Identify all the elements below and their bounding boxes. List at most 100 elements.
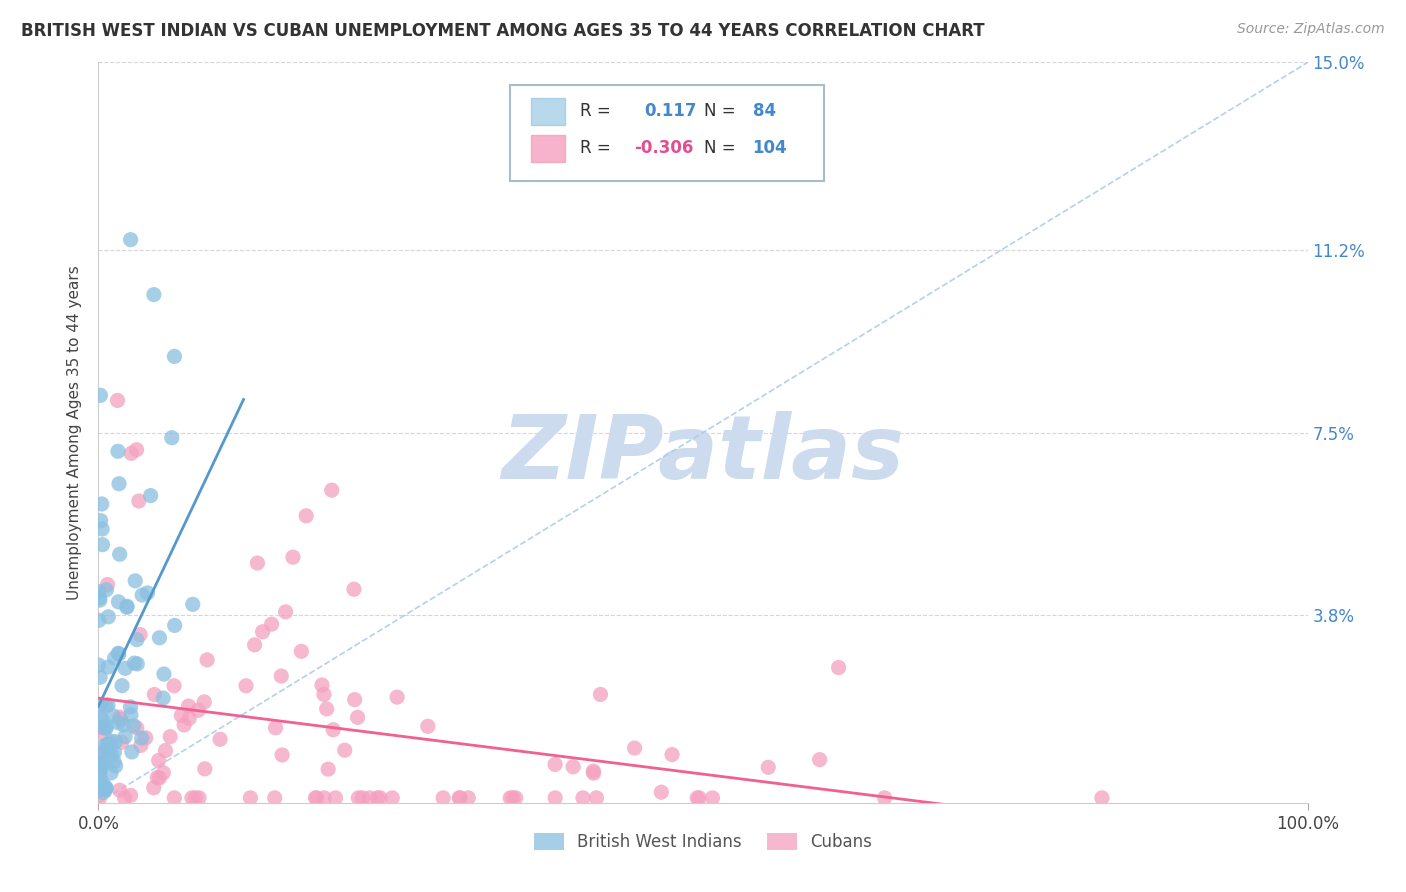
Point <box>112 718 135 732</box>
Bar <box>531 98 565 125</box>
Point <box>305 790 328 805</box>
Point <box>89 584 111 599</box>
Point <box>93 721 115 735</box>
Point <box>100 747 122 762</box>
Point <box>155 743 177 757</box>
Point <box>235 679 257 693</box>
Point <box>89 774 111 789</box>
Point <box>346 710 368 724</box>
Point <box>260 617 283 632</box>
Point <box>702 790 724 805</box>
Point <box>120 699 142 714</box>
Point <box>96 719 118 733</box>
Text: ZIPatlas: ZIPatlas <box>502 411 904 499</box>
Point <box>91 522 114 536</box>
Point <box>125 721 148 735</box>
Point <box>90 497 112 511</box>
Point <box>589 688 612 702</box>
Point <box>873 790 896 805</box>
Point <box>90 756 112 771</box>
Point <box>91 754 114 768</box>
Point <box>87 613 110 627</box>
Point <box>120 789 142 803</box>
Point <box>89 709 111 723</box>
Point <box>114 790 136 805</box>
Text: 0.117: 0.117 <box>644 102 696 120</box>
Point <box>94 698 117 713</box>
Point <box>90 514 112 528</box>
Point <box>311 678 333 692</box>
Point <box>321 483 343 498</box>
Point <box>184 790 207 805</box>
Point <box>131 731 153 745</box>
Point <box>505 790 527 805</box>
Point <box>139 489 162 503</box>
Point <box>91 747 114 762</box>
Point <box>115 599 138 614</box>
Point <box>148 631 170 645</box>
Point <box>582 766 605 780</box>
Point <box>107 444 129 458</box>
FancyBboxPatch shape <box>509 85 824 181</box>
Point <box>89 762 111 776</box>
Point <box>129 627 152 641</box>
Point <box>808 753 831 767</box>
Point <box>114 730 136 744</box>
Point <box>177 699 200 714</box>
Point <box>661 747 683 762</box>
Point <box>89 768 111 782</box>
Point <box>107 393 129 408</box>
Point <box>314 790 336 805</box>
Point <box>124 656 146 670</box>
Point <box>152 765 174 780</box>
Point <box>194 762 217 776</box>
Point <box>110 713 132 727</box>
Point <box>129 739 152 753</box>
Point <box>209 732 232 747</box>
Point <box>104 651 127 665</box>
Point <box>239 790 262 805</box>
Point <box>582 764 605 778</box>
Point <box>131 588 153 602</box>
Point <box>96 741 118 756</box>
Point <box>91 713 114 727</box>
Point <box>160 431 183 445</box>
Point <box>96 737 118 751</box>
Text: 104: 104 <box>752 138 787 157</box>
Point <box>295 508 318 523</box>
Point <box>243 638 266 652</box>
Point <box>271 747 294 762</box>
Point <box>263 790 285 805</box>
Point <box>122 719 145 733</box>
Point <box>274 605 297 619</box>
Point <box>103 745 125 759</box>
Text: N =: N = <box>704 138 735 157</box>
Point <box>124 574 146 588</box>
Text: N =: N = <box>704 102 735 120</box>
Point <box>120 233 142 247</box>
Point <box>107 595 129 609</box>
Point <box>416 719 439 733</box>
Point <box>179 711 201 725</box>
Point <box>359 790 381 805</box>
Point <box>585 790 607 805</box>
Point <box>97 737 120 751</box>
Point <box>827 660 849 674</box>
Point <box>195 653 218 667</box>
Point <box>315 702 337 716</box>
Point <box>96 577 118 591</box>
Text: R =: R = <box>579 138 610 157</box>
Point <box>121 745 143 759</box>
Point <box>148 754 170 768</box>
Point <box>135 731 157 745</box>
Point <box>756 760 779 774</box>
Point <box>316 762 339 776</box>
Point <box>281 550 304 565</box>
Point <box>368 790 391 805</box>
Point <box>114 661 136 675</box>
Point <box>264 721 287 735</box>
Point <box>187 703 209 717</box>
Point <box>148 771 170 785</box>
Point <box>111 735 134 749</box>
Point <box>457 790 479 805</box>
